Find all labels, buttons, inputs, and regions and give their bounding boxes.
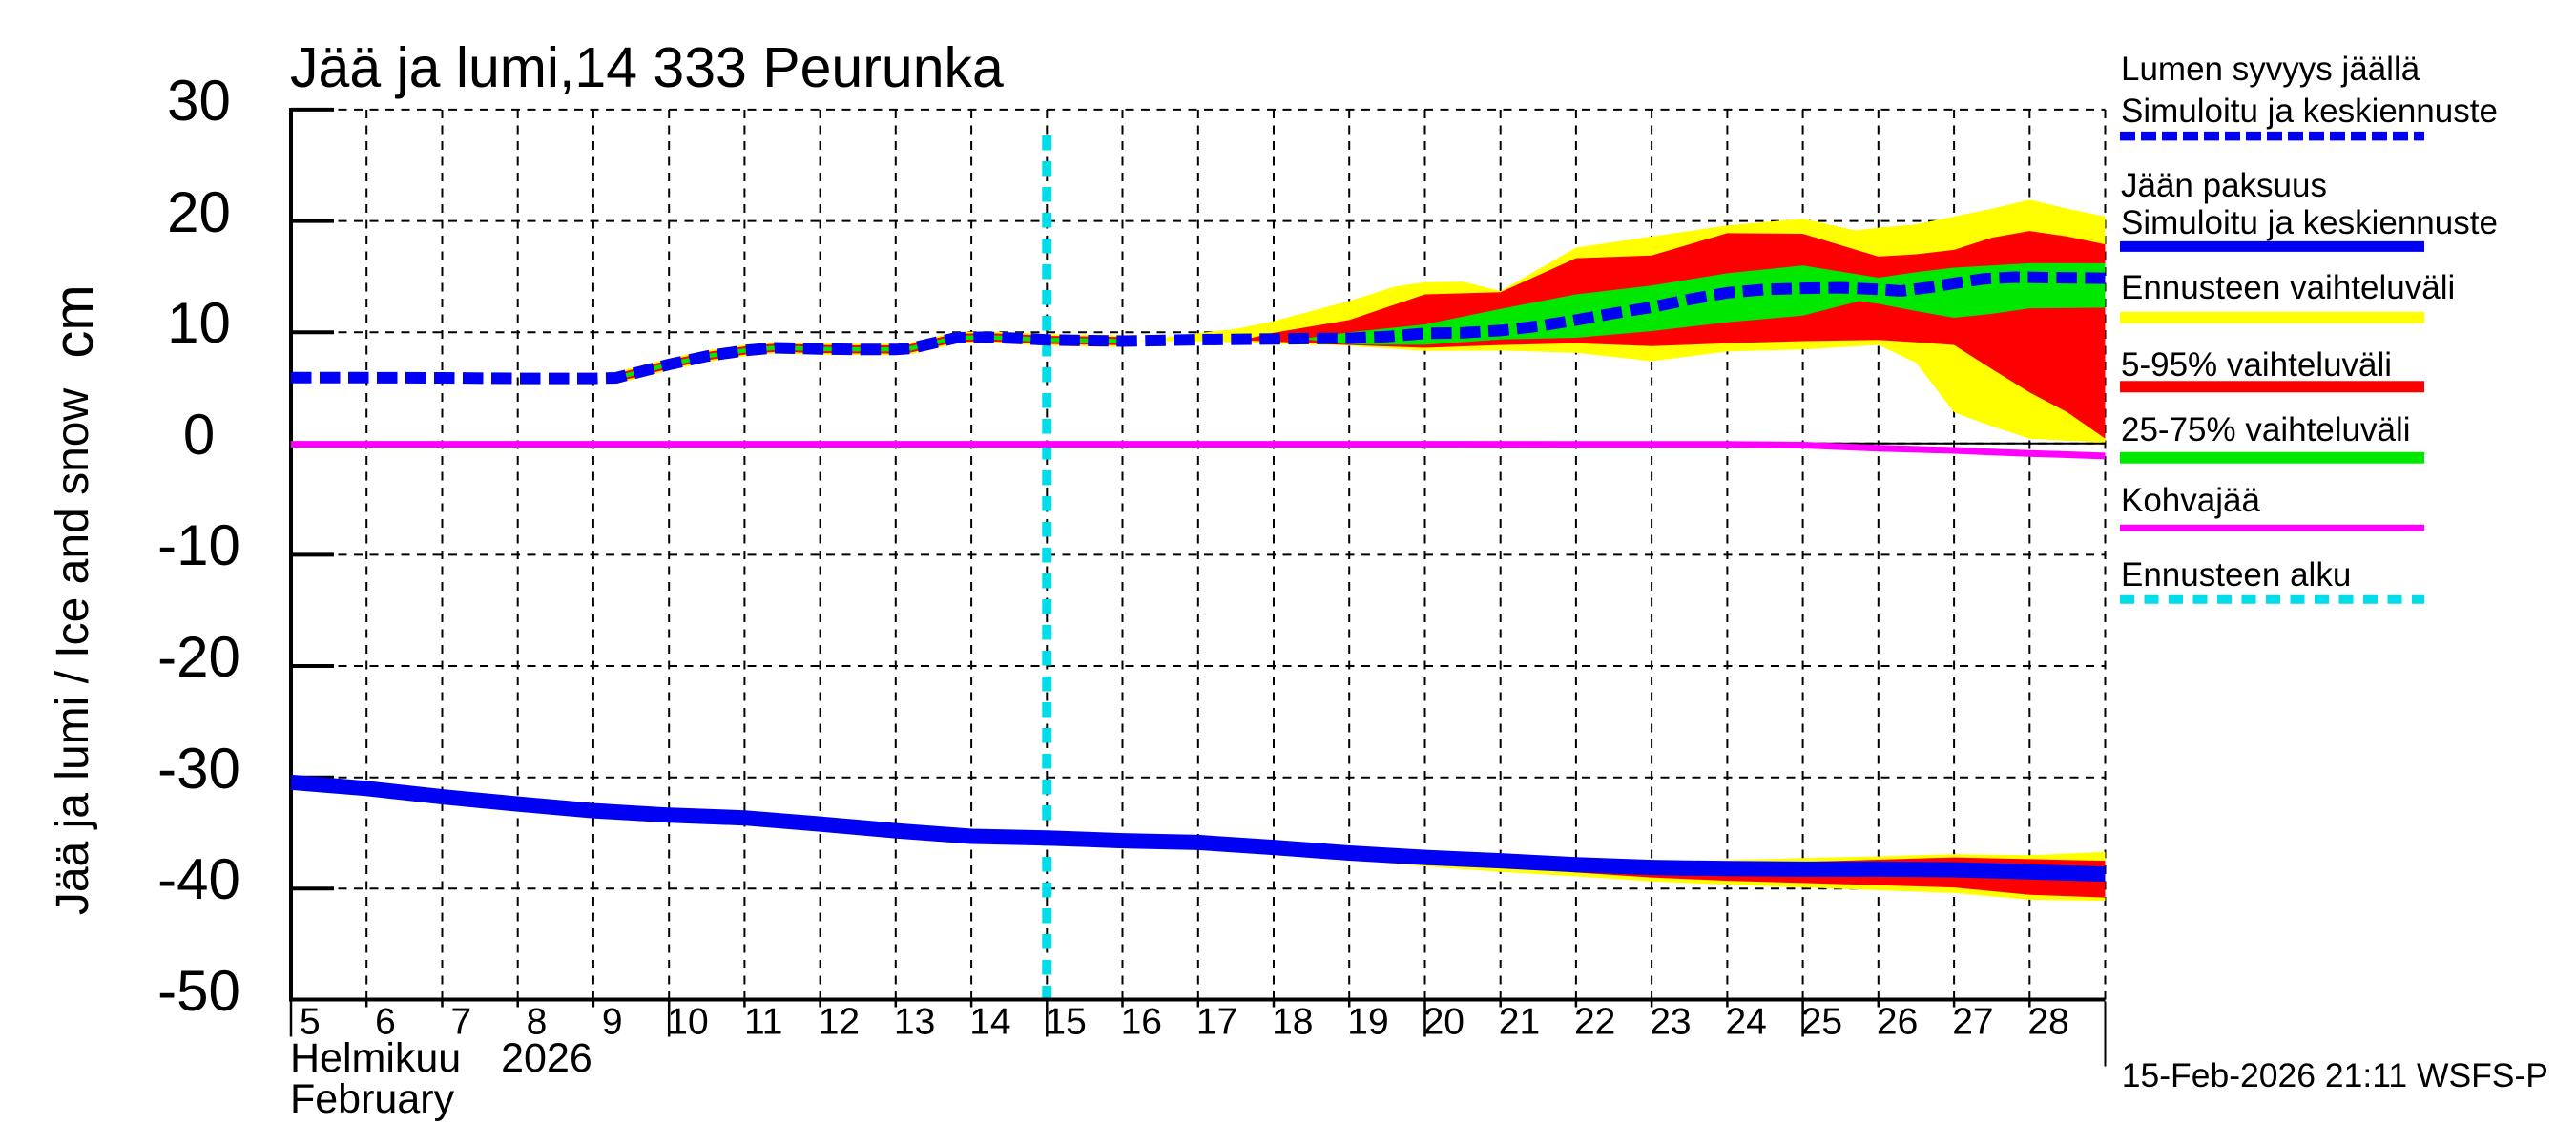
chart-title: Jää ja lumi,14 333 Peurunka <box>290 36 1004 100</box>
x-axis-tick-label: 25 <box>1800 1001 1843 1043</box>
x-axis-tick-label: 14 <box>969 1001 1011 1043</box>
y-axis-tick-label: 0 <box>182 402 216 467</box>
timestamp: 15-Feb-2026 21:11 WSFS-P <box>2121 1055 2548 1094</box>
x-axis-tick-label: 16 <box>1120 1001 1162 1043</box>
x-axis-tick-label: 20 <box>1423 1001 1465 1043</box>
x-axis-tick-label: 9 <box>601 1001 623 1043</box>
ice-thickness-line <box>291 774 2106 883</box>
month-label-fi: Helmikuu 2026 <box>290 1034 592 1081</box>
x-axis-tick-label: 11 <box>743 1001 783 1043</box>
legend-item-label: Simuloitu ja keskiennuste <box>2121 203 2498 241</box>
legend-item-label: Ennusteen alku <box>2121 556 2352 594</box>
y-axis-tick-label: 30 <box>167 68 231 133</box>
x-axis-tick-label: 19 <box>1347 1001 1389 1043</box>
x-axis-tick-label: 15 <box>1045 1001 1087 1043</box>
x-axis-tick-label: 7 <box>450 1001 472 1043</box>
x-axis-tick-label: 13 <box>893 1001 936 1043</box>
legend-item-label: Lumen syvyys jäällä <box>2121 50 2420 88</box>
x-axis-tick-label: 10 <box>667 1001 709 1043</box>
x-axis-tick-label: 17 <box>1195 1001 1238 1043</box>
y-axis-tick-label: -30 <box>157 736 240 801</box>
y-axis-title: Jää ja lumi / Ice and snow <box>48 387 98 915</box>
x-axis-tick-label: 8 <box>526 1001 548 1043</box>
y-axis-tick-label: 10 <box>167 291 231 356</box>
y-axis-tick-label: -40 <box>157 847 240 912</box>
snow-depth-line <box>291 271 2106 385</box>
y-axis-tick-label: -50 <box>157 958 240 1023</box>
y-axis-tick-label: -10 <box>157 513 240 578</box>
y-axis-tick-label: 20 <box>167 179 231 244</box>
y-axis-tick-label: -20 <box>157 625 240 689</box>
legend-item-label: 25-75% vaihteluväli <box>2121 411 2411 449</box>
legend-item-label: Jään paksuus <box>2121 166 2327 204</box>
x-axis-tick-label: 24 <box>1725 1001 1767 1043</box>
x-axis-tick-label: 26 <box>1876 1001 1919 1043</box>
legend-item-label: Simuloitu ja keskiennuste <box>2121 93 2498 131</box>
x-axis-tick-label: 21 <box>1498 1001 1541 1043</box>
x-axis-tick-label: 23 <box>1650 1001 1692 1043</box>
legend-item-label: 5-95% vaihteluväli <box>2121 346 2393 385</box>
legend-samples <box>2120 131 2424 604</box>
x-axis-tick-label: 12 <box>818 1001 861 1043</box>
x-axis-tick-label: 5 <box>299 1001 321 1043</box>
legend-item-label: Ennusteen vaihteluväli <box>2121 268 2456 306</box>
x-axis-tick-label: 18 <box>1272 1001 1314 1043</box>
month-label-en: February <box>290 1075 455 1122</box>
y-axis-unit-label: cm <box>42 283 105 359</box>
legend-item-label: Kohvajää <box>2121 481 2260 519</box>
kohvajaa-line <box>291 441 2106 460</box>
x-axis-tick-label: 28 <box>2027 1001 2069 1043</box>
x-axis-tick-label: 6 <box>375 1001 396 1043</box>
x-axis-tick-label: 22 <box>1573 1001 1616 1043</box>
x-axis-tick-label: 27 <box>1952 1001 1994 1043</box>
chart-data-layer <box>291 199 2106 902</box>
